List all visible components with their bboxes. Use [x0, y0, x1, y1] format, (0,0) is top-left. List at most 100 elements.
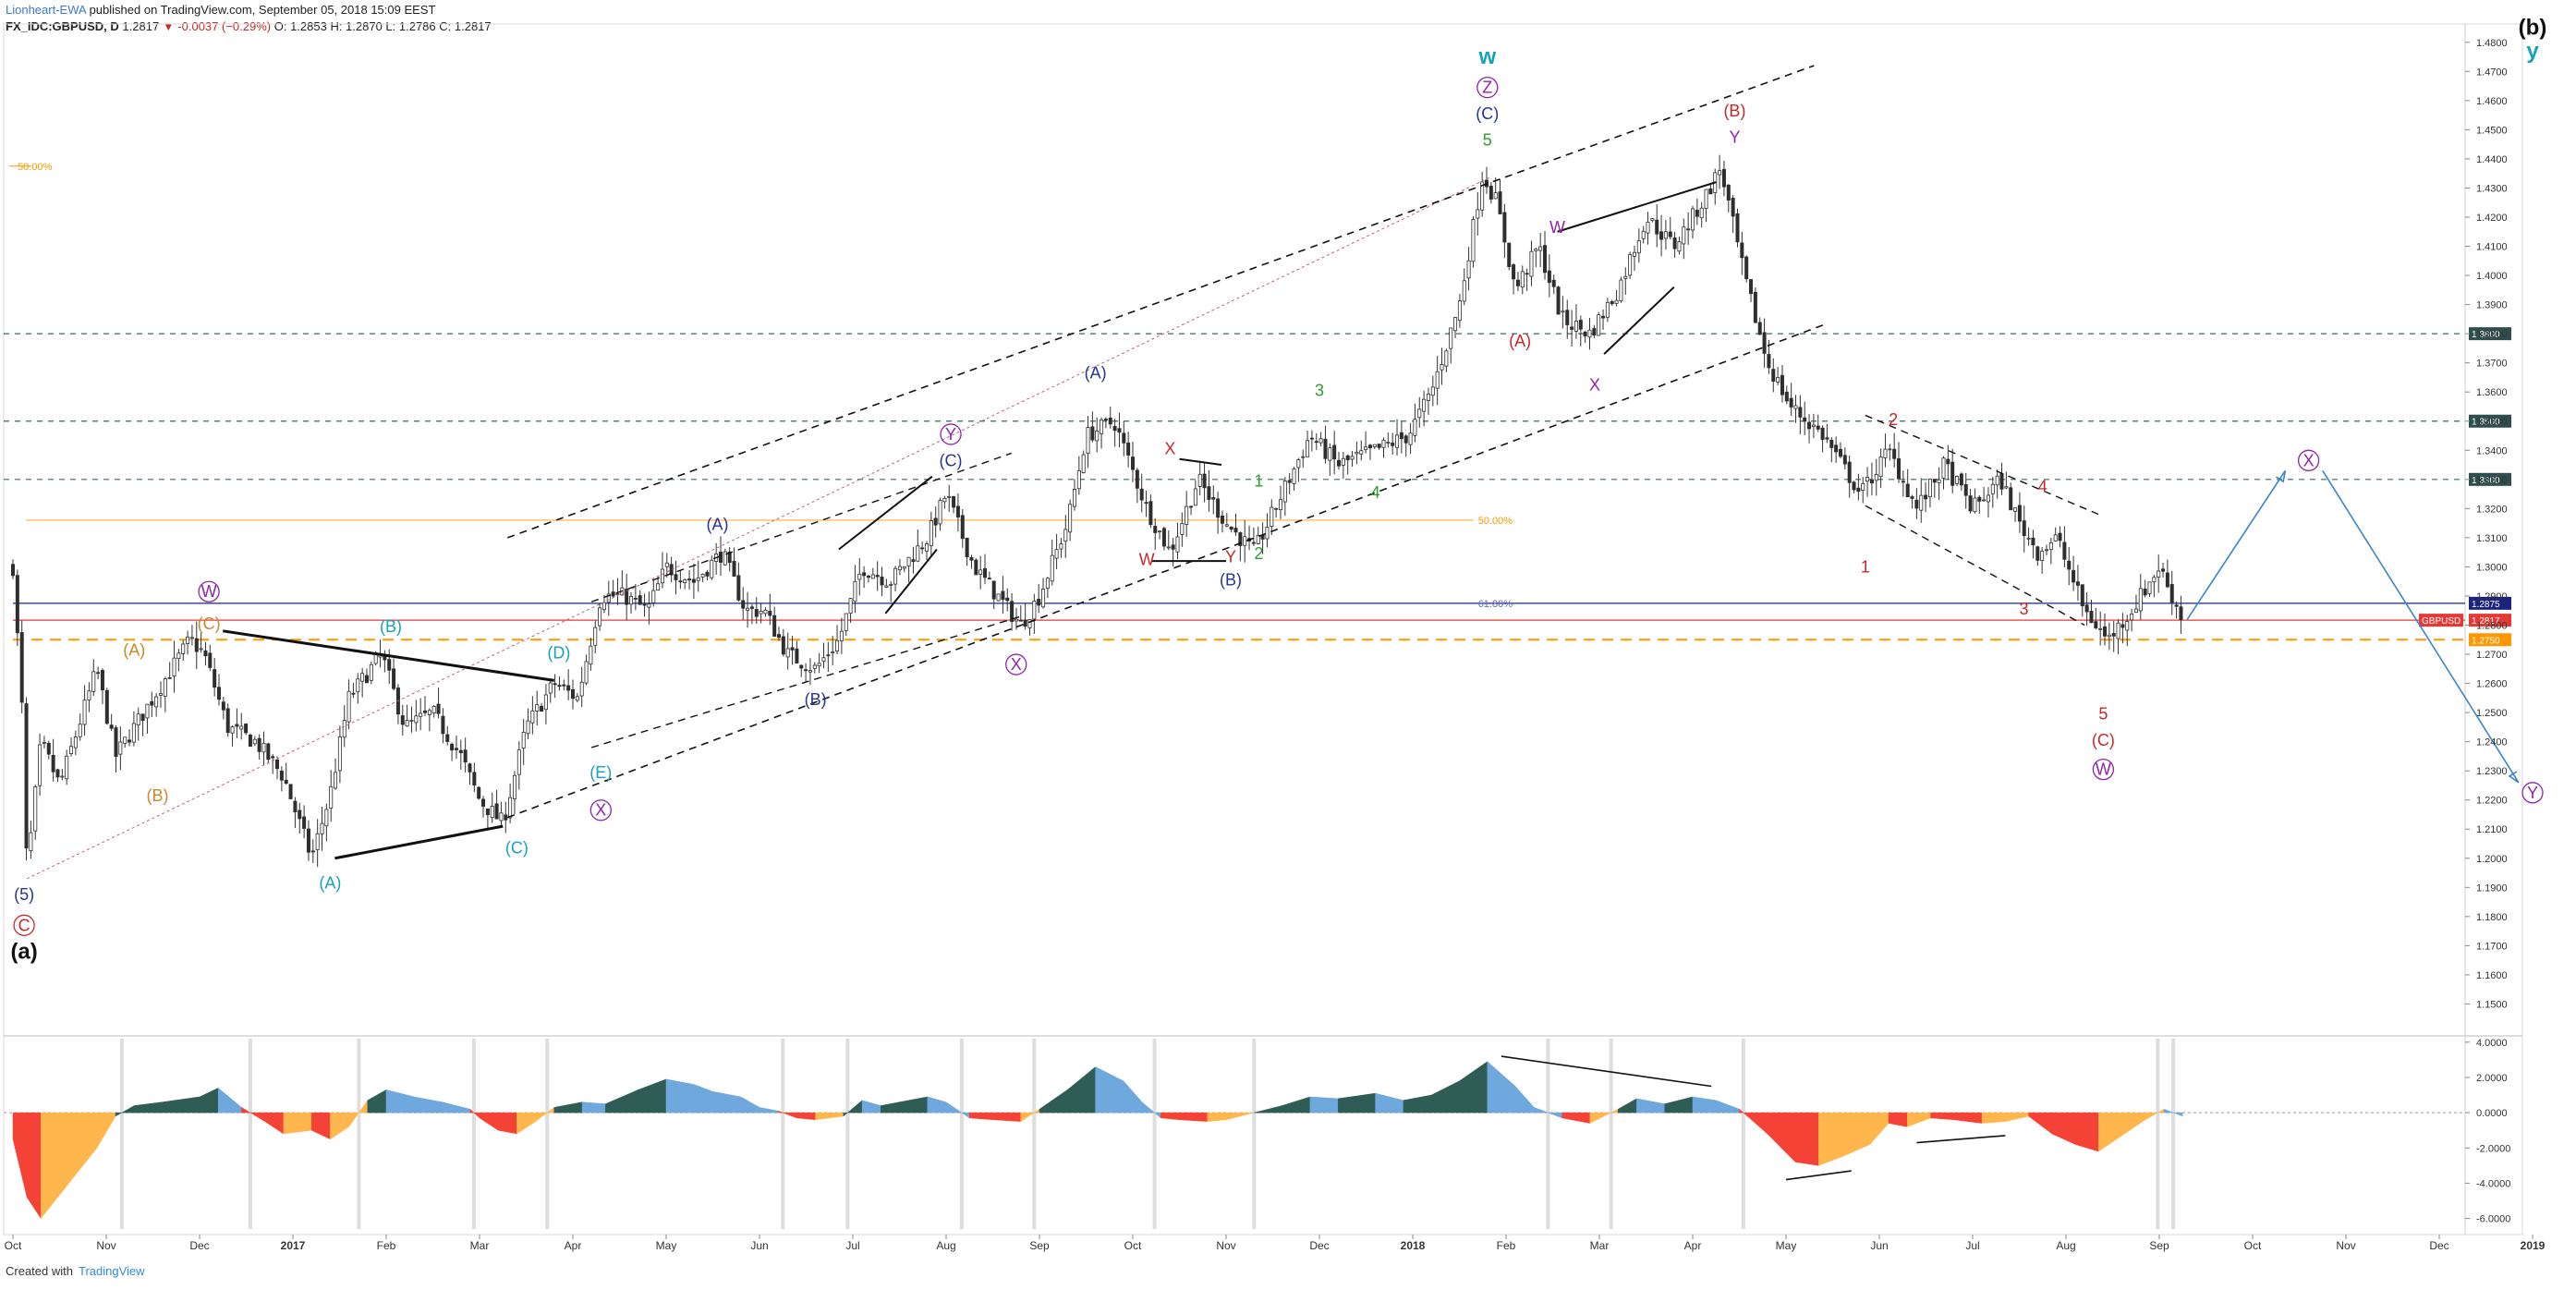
- candle: [777, 634, 782, 639]
- osc-area: [1794, 1112, 1819, 1166]
- osc-divergence-line: [1785, 1170, 1852, 1181]
- osc-area: [1039, 1089, 1068, 1114]
- candle: [1735, 213, 1740, 243]
- osc-area: [2098, 1112, 2122, 1152]
- candle: [683, 578, 687, 583]
- candle: [1543, 245, 1548, 274]
- osc-area: [1716, 1100, 1740, 1114]
- osc-separator: [845, 1039, 850, 1229]
- candle: [759, 611, 763, 615]
- candle: [754, 609, 759, 617]
- level-tag: [2469, 414, 2511, 428]
- candle: [651, 590, 656, 603]
- candle: [91, 671, 96, 692]
- x-tick-label: Mar: [1590, 1239, 1610, 1252]
- candle: [1941, 457, 1946, 479]
- candle: [736, 575, 741, 601]
- candle: [423, 710, 428, 713]
- osc-y-tick-label: 4.0000: [2476, 1038, 2508, 1049]
- candle: [1216, 498, 1221, 518]
- candle: [1905, 483, 1910, 497]
- wave-label: 3: [1315, 382, 1324, 400]
- x-tick-label: 2019: [2521, 1239, 2546, 1252]
- candle: [1488, 186, 1493, 200]
- wave-label: (B): [805, 690, 827, 709]
- candle: [1825, 437, 1829, 440]
- osc-area: [283, 1112, 312, 1135]
- candle: [790, 647, 795, 651]
- candle: [1892, 448, 1897, 459]
- x-tick-label: Dec: [189, 1239, 209, 1252]
- publisher-link[interactable]: Lionheart-EWA: [6, 3, 86, 17]
- candle: [1816, 425, 1820, 430]
- candle: [244, 724, 249, 734]
- wave-label: (A): [1085, 364, 1107, 383]
- candle: [369, 663, 373, 681]
- level-tag-label: 1.3300: [2472, 476, 2500, 486]
- wave-label-circle: [198, 580, 220, 602]
- candle: [2169, 584, 2174, 603]
- candle: [1480, 181, 1485, 211]
- candle: [441, 715, 445, 735]
- x-tick-label: Nov: [96, 1239, 115, 1252]
- candle: [69, 746, 74, 754]
- candle: [1502, 212, 1507, 243]
- candle: [33, 786, 38, 832]
- candle: [996, 593, 1001, 602]
- x-tick-label: May: [1776, 1239, 1797, 1252]
- candle: [2161, 568, 2166, 572]
- wave-label: Y: [945, 425, 956, 444]
- candle: [167, 676, 172, 679]
- osc-area: [581, 1101, 606, 1114]
- candle: [2125, 621, 2130, 631]
- tradingview-brand[interactable]: TradingView: [78, 1264, 145, 1278]
- x-tick-label: Oct: [1124, 1239, 1142, 1252]
- candle: [405, 720, 409, 727]
- osc-area: [442, 1101, 471, 1114]
- candle: [154, 696, 159, 708]
- projection-up: [2186, 469, 2287, 620]
- candle: [965, 537, 969, 558]
- candle: [1144, 502, 1148, 505]
- wave-label: (A): [319, 874, 341, 893]
- candle: [1391, 443, 1395, 446]
- wave-label: Y: [2527, 784, 2538, 802]
- candle: [589, 645, 593, 665]
- osc-area: [1179, 1112, 1209, 1122]
- wave-label: 5: [2098, 705, 2108, 724]
- candle: [96, 672, 101, 675]
- wedge-line-a: [838, 475, 933, 551]
- candle: [65, 755, 69, 780]
- candle: [10, 564, 15, 577]
- candle: [866, 576, 870, 578]
- candle: [400, 715, 405, 725]
- wave-label: 4: [1371, 483, 1380, 502]
- candle: [271, 756, 275, 759]
- wave-label: Z: [1482, 79, 1492, 97]
- candle: [230, 726, 235, 734]
- candle: [1597, 314, 1601, 336]
- wave-label: (C): [940, 451, 963, 469]
- candle: [1399, 432, 1403, 440]
- candle: [261, 742, 266, 753]
- candle: [194, 638, 199, 652]
- candle: [1148, 501, 1153, 526]
- candle: [516, 749, 521, 775]
- candle: [2080, 584, 2084, 607]
- candle: [1861, 482, 1865, 491]
- candle: [1471, 219, 1476, 262]
- candle: [1677, 241, 1682, 252]
- candle: [870, 574, 875, 579]
- candle: [87, 690, 91, 701]
- x-tick-label: Aug: [2056, 1239, 2075, 1252]
- x-tick-label: Jul: [845, 1239, 859, 1252]
- candle: [2103, 626, 2108, 637]
- wave-label: W: [2096, 761, 2111, 779]
- candle: [1364, 446, 1368, 450]
- candle: [82, 700, 87, 725]
- candle: [123, 736, 128, 744]
- candle: [1189, 505, 1194, 508]
- symbol-line: FX_IDC:GBPUSD, D 1.2817 ▼ -0.0037 (−0.29…: [6, 18, 492, 35]
- candle: [763, 609, 768, 615]
